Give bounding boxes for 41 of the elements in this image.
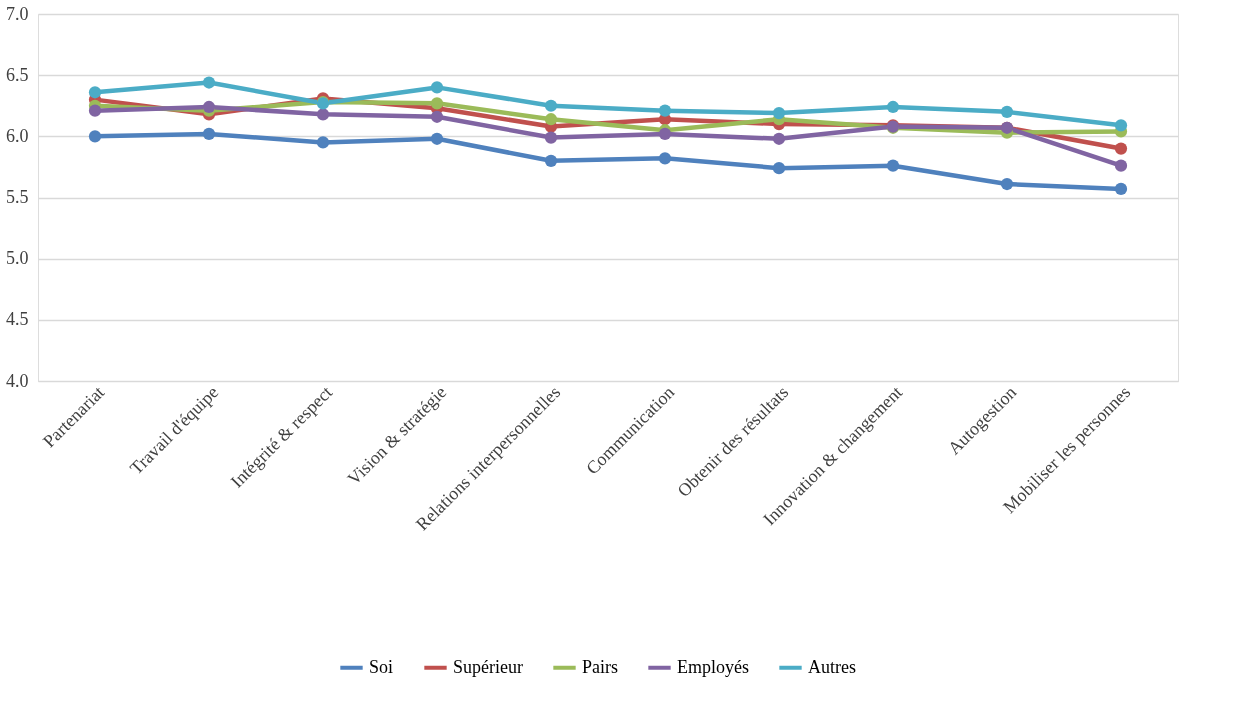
point bbox=[1000, 105, 1014, 118]
point bbox=[316, 108, 330, 121]
point bbox=[202, 76, 216, 89]
point bbox=[430, 97, 444, 110]
legend-label: Employés bbox=[677, 656, 749, 677]
point bbox=[1114, 182, 1128, 196]
y-tick-label: 4.0 bbox=[6, 370, 29, 391]
point bbox=[658, 152, 672, 165]
point bbox=[658, 104, 672, 117]
point bbox=[1114, 159, 1128, 172]
point bbox=[202, 127, 216, 140]
point bbox=[430, 110, 444, 123]
point bbox=[316, 136, 330, 149]
legend-label: Autres bbox=[808, 656, 856, 677]
point bbox=[430, 132, 444, 145]
point bbox=[772, 106, 786, 120]
legend-label: Supérieur bbox=[453, 656, 523, 677]
point bbox=[88, 86, 102, 99]
point bbox=[772, 132, 786, 145]
y-tick-label: 6.0 bbox=[6, 125, 29, 146]
point bbox=[772, 162, 786, 175]
point bbox=[544, 113, 558, 126]
point bbox=[88, 104, 102, 117]
point bbox=[544, 131, 558, 144]
legend-label: Soi bbox=[369, 656, 394, 677]
y-tick-label: 7.0 bbox=[6, 3, 29, 24]
point bbox=[88, 130, 102, 143]
point bbox=[544, 154, 558, 167]
y-tick-label: 6.5 bbox=[6, 64, 29, 85]
point bbox=[1000, 177, 1014, 191]
point bbox=[430, 81, 444, 94]
legend-label: Pairs bbox=[582, 656, 618, 677]
point bbox=[202, 100, 216, 114]
point bbox=[886, 100, 900, 114]
y-tick-label: 5.5 bbox=[6, 187, 29, 207]
point bbox=[1114, 119, 1128, 132]
y-tick-label: 4.5 bbox=[6, 309, 29, 330]
point bbox=[886, 159, 900, 172]
point bbox=[1114, 142, 1128, 155]
y-tick-label: 5.0 bbox=[6, 248, 29, 269]
point bbox=[544, 99, 558, 112]
